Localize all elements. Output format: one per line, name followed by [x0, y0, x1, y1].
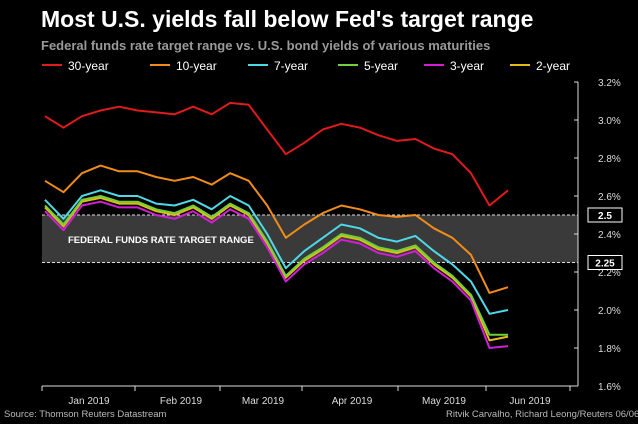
y-tick-label: 2.4% [598, 230, 621, 241]
legend-item-3-year: 3-year [424, 58, 484, 74]
legend-item-5-year: 5-year [338, 58, 398, 74]
legend-swatch-7-year [248, 63, 268, 66]
credit-note: Ritvik Carvalho, Richard Leong/Reuters 0… [446, 409, 638, 420]
x-tick-label: Jun 2019 [509, 396, 551, 407]
y-tick-label: 1.8% [598, 344, 621, 355]
source-note: Source: Thomson Reuters Datastream [4, 409, 167, 420]
target-high-box [587, 207, 623, 223]
y-tick-label: 1.6% [598, 382, 621, 393]
legend-label-7-year: 7-year [274, 58, 309, 73]
y-tick-label: 2.8% [598, 154, 621, 165]
y-tick-label: 2.6% [598, 192, 621, 203]
series-line-5-year [44, 195, 508, 336]
x-tick-label: Mar 2019 [242, 396, 285, 407]
legend: 30-year 10-year 7-year 5-year 3-year 2-y… [42, 58, 602, 74]
y-tick-label: 2.0% [598, 306, 621, 317]
legend-label-2-year: 2-year [536, 58, 571, 73]
legend-swatch-10-year [150, 63, 170, 66]
x-tick-label: May 2019 [422, 396, 466, 407]
series-line-30-year [44, 101, 509, 207]
legend-item-7-year: 7-year [248, 58, 308, 74]
series-line-7-year [44, 189, 509, 315]
y-tick-label: 3.2% [598, 78, 621, 89]
legend-item-10-year: 10-year [150, 58, 217, 74]
legend-swatch-30-year [42, 63, 62, 66]
chart-title: Most U.S. yields fall below Fed's target… [41, 6, 534, 32]
series-line-10-year [44, 164, 509, 294]
target-range-label: FEDERAL FUNDS RATE TARGET RANGE [68, 235, 254, 246]
legend-label-10-year: 10-year [176, 58, 217, 73]
legend-label-30-year: 30-year [68, 58, 109, 73]
y-tick-label: 2.2% [598, 268, 621, 279]
chart-subtitle: Federal funds rate target range vs. U.S.… [41, 38, 491, 53]
legend-label-3-year: 3-year [450, 58, 485, 73]
legend-swatch-3-year [424, 63, 444, 66]
legend-swatch-5-year [338, 63, 358, 66]
target-high-box-label: 2.5 [598, 211, 612, 222]
x-tick-label: Apr 2019 [332, 396, 373, 407]
x-tick-label: Jan 2019 [68, 396, 110, 407]
legend-item-30-year: 30-year [42, 58, 109, 74]
target-low-box-label: 2.25 [595, 259, 615, 270]
x-tick-label: Feb 2019 [160, 396, 203, 407]
target-low-box [587, 255, 623, 270]
series-line-3-year [44, 200, 509, 349]
y-tick-label: 3.0% [598, 116, 621, 127]
legend-item-2-year: 2-year [510, 58, 570, 74]
legend-label-5-year: 5-year [364, 58, 399, 73]
legend-swatch-2-year [510, 63, 530, 66]
